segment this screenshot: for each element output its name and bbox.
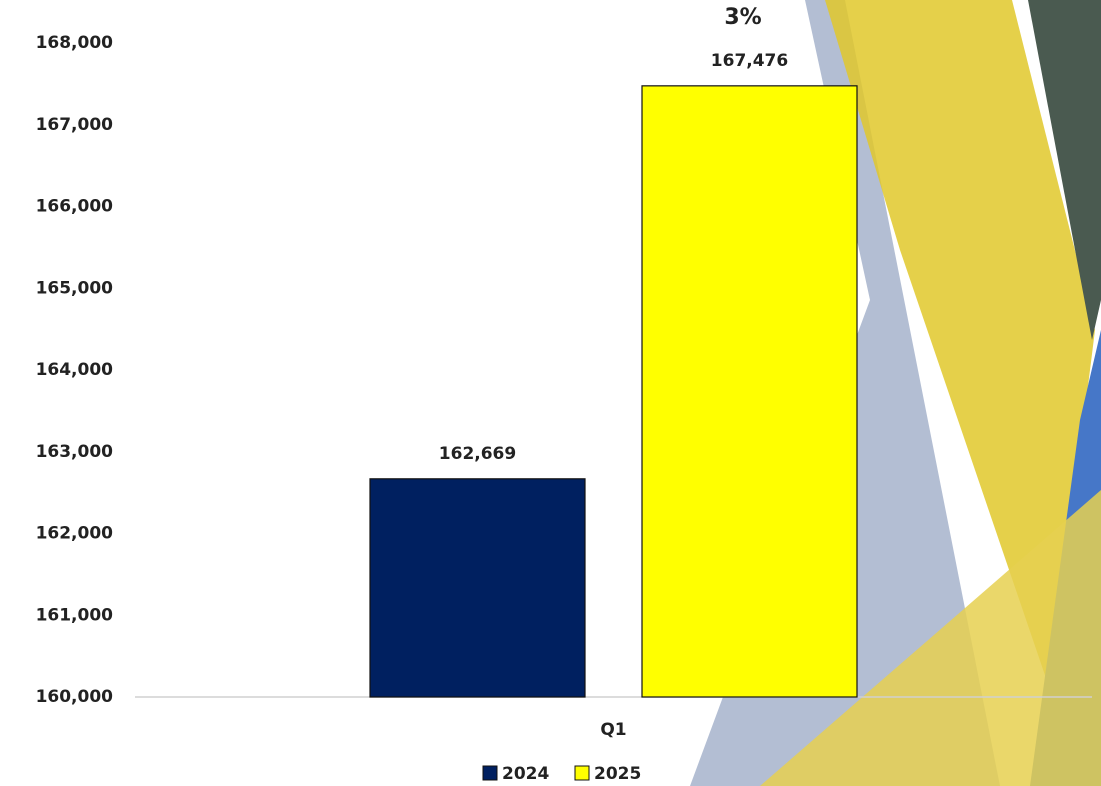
y-tick-label: 162,000: [36, 524, 114, 544]
legend-label: 2025: [594, 764, 641, 784]
y-tick-label: 166,000: [36, 197, 114, 217]
bar: [369, 478, 586, 698]
y-tick-label: 160,000: [36, 687, 114, 707]
y-tick-label: 161,000: [36, 605, 114, 625]
bar: [641, 85, 858, 698]
data-label: 162,669: [439, 444, 516, 464]
data-label: 167,476: [711, 51, 788, 71]
x-tick-label: Q1: [600, 720, 626, 740]
legend-swatch: [574, 765, 590, 781]
legend-label: 2024: [502, 764, 549, 784]
y-tick-label: 165,000: [36, 278, 114, 298]
y-tick-label: 167,000: [36, 115, 114, 135]
annotation: 3%: [724, 5, 761, 30]
y-tick-label: 164,000: [36, 360, 114, 380]
y-tick-label: 163,000: [36, 442, 114, 462]
legend-swatch: [482, 765, 498, 781]
y-tick-label: 168,000: [36, 33, 114, 53]
